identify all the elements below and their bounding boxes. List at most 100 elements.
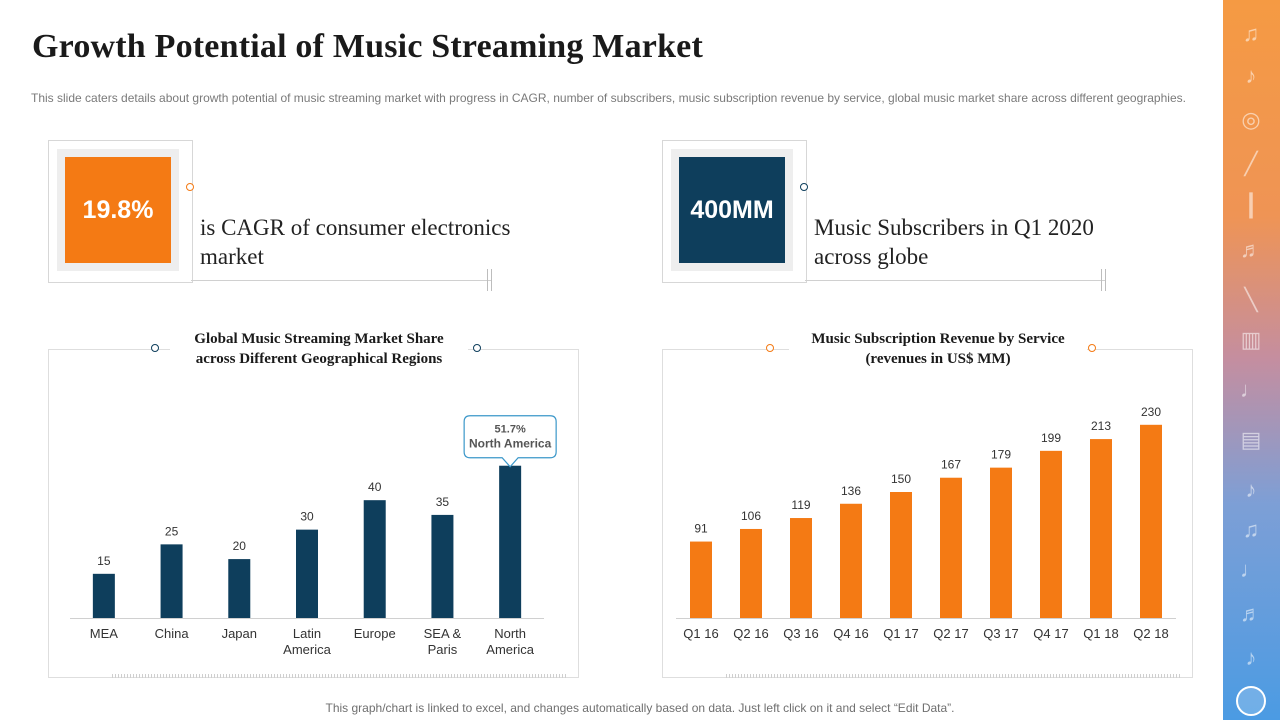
microphone-icon: ♪ — [1245, 645, 1257, 670]
stat-underline-tick — [491, 269, 492, 291]
category-label: China — [155, 626, 190, 641]
bar — [499, 465, 522, 618]
harp-icon: ♪ — [1245, 477, 1257, 502]
decorative-sidebar: ♫ ♪ ◎ ╱ ┃ ♬ ╲ ▥ ♩ ▤ ♪ ♫ ♩ ♬ ♪ — [1223, 0, 1280, 720]
category-label: Paris — [428, 642, 458, 657]
music-note-icon: ♫ — [1242, 21, 1260, 46]
data-label: 20 — [233, 539, 247, 553]
stat-underline — [191, 280, 491, 281]
bar — [1090, 439, 1112, 618]
chart-title-market-share: Global Music Streaming Market Share acro… — [170, 329, 468, 369]
stat-underline-tick — [487, 269, 488, 291]
bar — [160, 544, 183, 618]
decorative-dot — [473, 344, 481, 352]
data-label: 199 — [1041, 431, 1061, 445]
chart-title-revenue: Music Subscription Revenue by Service (r… — [789, 329, 1087, 369]
clarinet-icon: ┃ — [1244, 193, 1258, 218]
guitar-icon: ♩ — [1240, 377, 1262, 402]
bar — [1140, 424, 1162, 618]
bar — [990, 467, 1012, 618]
data-label: 136 — [841, 484, 861, 498]
callout-value: 51.7% — [495, 424, 526, 436]
record-icon: ◎ — [1241, 107, 1261, 132]
bar — [840, 503, 862, 618]
data-label: 167 — [941, 458, 961, 472]
decorative-dashes — [726, 674, 1182, 678]
accordion-icon: ▥ — [1240, 327, 1262, 352]
data-label: 30 — [300, 510, 314, 524]
data-label: 213 — [1091, 419, 1111, 433]
bar — [790, 518, 812, 618]
drumstick-icon: ╲ — [1244, 287, 1258, 312]
bar — [940, 477, 962, 618]
stat-description: is CAGR of consumer electronics market — [200, 215, 511, 269]
stat-value-box: 19.8% — [65, 157, 171, 263]
bar — [431, 514, 454, 618]
music-note-icon: ♪ — [1245, 63, 1257, 88]
category-label: North — [494, 626, 526, 641]
saxophone-icon: ♬ — [1240, 601, 1262, 626]
stat-card-inner: 400MM — [671, 149, 793, 271]
lyre-icon: ♫ — [1242, 517, 1260, 542]
bar — [740, 528, 762, 618]
bar — [1040, 450, 1062, 618]
category-label: Q4 16 — [833, 626, 868, 641]
callout-label: North America — [469, 437, 552, 451]
bar — [890, 492, 912, 618]
chart-title-line: Music Subscription Revenue by Service — [811, 331, 1065, 347]
data-label: 25 — [165, 524, 179, 538]
data-label: 40 — [368, 480, 382, 494]
stat-card-inner: 19.8% — [57, 149, 179, 271]
stat-underline-tick — [1101, 269, 1102, 291]
logo-circle-icon — [1236, 686, 1266, 716]
data-label: 230 — [1141, 405, 1161, 419]
xylophone-icon: ▤ — [1240, 427, 1262, 452]
chart-title-line: Global Music Streaming Market Share — [194, 331, 444, 347]
data-label: 150 — [891, 472, 911, 486]
data-label: 119 — [791, 498, 810, 512]
page-title: Growth Potential of Music Streaming Mark… — [32, 28, 703, 65]
category-label: Q2 18 — [1133, 626, 1168, 641]
bar — [363, 500, 386, 618]
callout-bubble — [463, 415, 557, 468]
category-label: Q2 17 — [933, 626, 968, 641]
chart-title-line: (revenues in US$ MM) — [865, 351, 1011, 367]
stat-card-subscribers: 400MM — [662, 140, 807, 283]
category-label: MEA — [90, 626, 119, 641]
data-label: 179 — [991, 448, 1011, 462]
category-label: Q1 18 — [1083, 626, 1118, 641]
category-label: Q1 17 — [883, 626, 918, 641]
category-label: Japan — [222, 626, 257, 641]
footnote: This graph/chart is linked to excel, and… — [325, 701, 955, 715]
category-label: Q3 17 — [983, 626, 1018, 641]
data-label: 91 — [694, 522, 708, 536]
bar — [228, 559, 251, 618]
decorative-dot — [800, 183, 808, 191]
decorative-dashes — [112, 674, 568, 678]
bar — [92, 573, 115, 618]
category-label: Q3 16 — [783, 626, 818, 641]
chart-title-line: across Different Geographical Regions — [195, 351, 443, 367]
stat-value-box: 400MM — [679, 157, 785, 263]
bar — [296, 529, 318, 618]
trumpet-icon: ♬ — [1240, 237, 1262, 262]
page-description: This slide caters details about growth p… — [31, 91, 1186, 105]
decorative-dot — [766, 344, 774, 352]
category-label: America — [486, 642, 534, 657]
north-america-callout: 51.7%North America — [463, 415, 557, 468]
category-label: Latin — [293, 626, 321, 641]
flute-icon: ╱ — [1244, 151, 1258, 176]
category-label: Q2 16 — [733, 626, 768, 641]
violin-icon: ♩ — [1240, 557, 1262, 582]
decorative-dot — [186, 183, 194, 191]
category-label: Europe — [354, 626, 396, 641]
bar — [690, 541, 712, 618]
category-label: Q4 17 — [1033, 626, 1068, 641]
data-label: 15 — [97, 554, 111, 568]
category-label: Q1 16 — [683, 626, 718, 641]
stat-description: Music Subscribers in Q1 2020 across glob… — [814, 215, 1094, 269]
stat-underline — [805, 280, 1105, 281]
decorative-dot — [1088, 344, 1096, 352]
